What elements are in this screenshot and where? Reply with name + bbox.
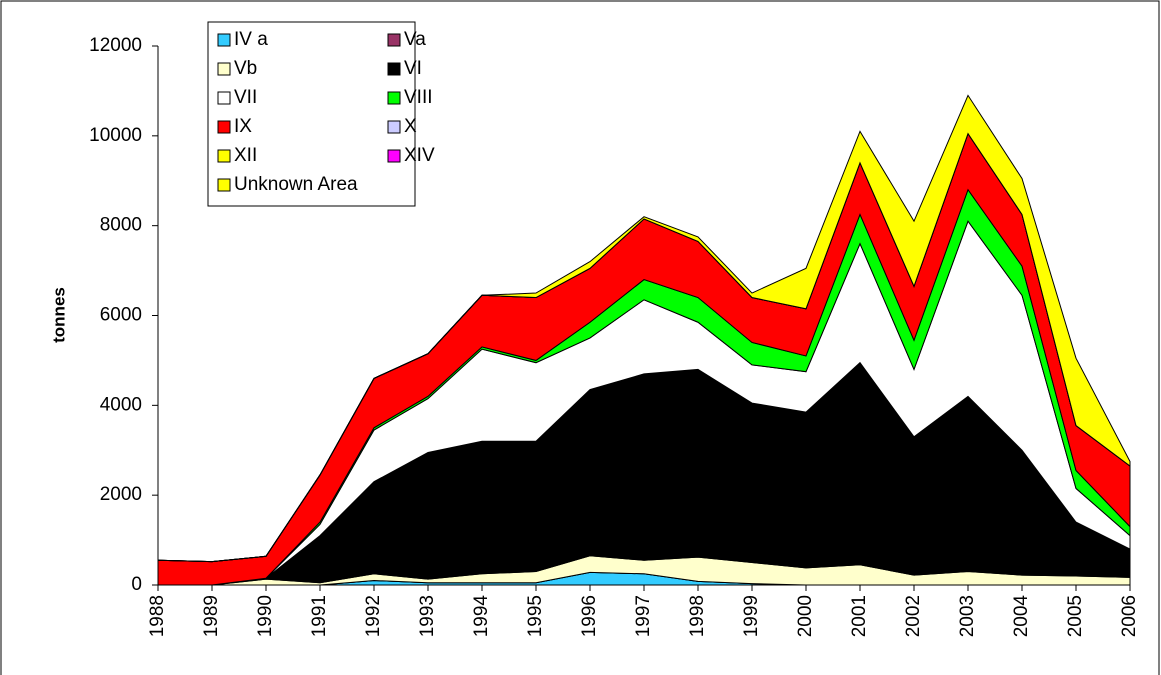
legend-label: Unknown Area <box>234 174 358 195</box>
legend-swatch <box>217 149 231 163</box>
y-axis-label: tonnes <box>49 287 68 343</box>
legend-swatch <box>217 178 231 192</box>
x-tick-label: 2002 <box>903 595 924 637</box>
legend-label: XII <box>234 145 257 166</box>
x-tick-label: 2000 <box>795 595 816 637</box>
x-tick-label: 1988 <box>147 595 168 637</box>
x-tick-label: 1997 <box>633 595 654 637</box>
x-tick-label: 2003 <box>957 595 978 637</box>
legend-label: Va <box>404 29 426 50</box>
legend-label: VIII <box>404 87 433 108</box>
legend-swatch <box>217 91 231 105</box>
x-tick-label: 1993 <box>417 595 438 637</box>
x-tick-label: 1992 <box>363 595 384 637</box>
y-tick-label: 0 <box>131 574 142 595</box>
legend-label: IX <box>234 116 252 137</box>
x-tick-label: 1999 <box>741 595 762 637</box>
x-tick-label: 1995 <box>525 595 546 637</box>
legend-label: VII <box>234 87 257 108</box>
legend-swatch <box>387 91 401 105</box>
x-tick-label: 1998 <box>687 595 708 637</box>
legend-swatch <box>387 120 401 134</box>
x-tick-label: 1989 <box>201 595 222 637</box>
area <box>157 94 1131 563</box>
legend-swatch <box>217 120 231 134</box>
y-tick-label: 8000 <box>100 215 142 236</box>
x-tick-label: 1990 <box>255 595 276 637</box>
legend-label: VI <box>404 58 422 79</box>
x-tick-label: 1994 <box>471 595 492 638</box>
legend-box <box>207 21 416 207</box>
y-tick-label: 12000 <box>89 35 142 56</box>
x-tick-label: 1991 <box>309 595 330 637</box>
y-tick-label: 10000 <box>89 125 142 146</box>
x-tick-label: 2004 <box>1011 595 1032 638</box>
x-tick-label: 2001 <box>849 595 870 637</box>
legend-label: X <box>404 116 417 137</box>
y-tick-label: 4000 <box>100 394 142 415</box>
y-tick-label: 2000 <box>100 484 142 505</box>
legend-swatch <box>217 33 231 47</box>
legend-label: IV a <box>234 29 268 50</box>
x-tick-label: 2006 <box>1119 595 1140 637</box>
x-tick-label: 1996 <box>579 595 600 637</box>
legend-swatch <box>217 62 231 76</box>
x-tick-label: 2005 <box>1065 595 1086 637</box>
y-tick-label: 6000 <box>100 305 142 326</box>
legend-swatch <box>387 33 401 47</box>
legend-label: Vb <box>234 58 257 79</box>
legend: IV a Va Vb VI VII VIII IX X XII XIV Unknown Area <box>207 21 435 207</box>
legend-swatch <box>387 149 401 163</box>
legend-swatch <box>387 62 401 76</box>
legend-label: XIV <box>404 145 435 166</box>
